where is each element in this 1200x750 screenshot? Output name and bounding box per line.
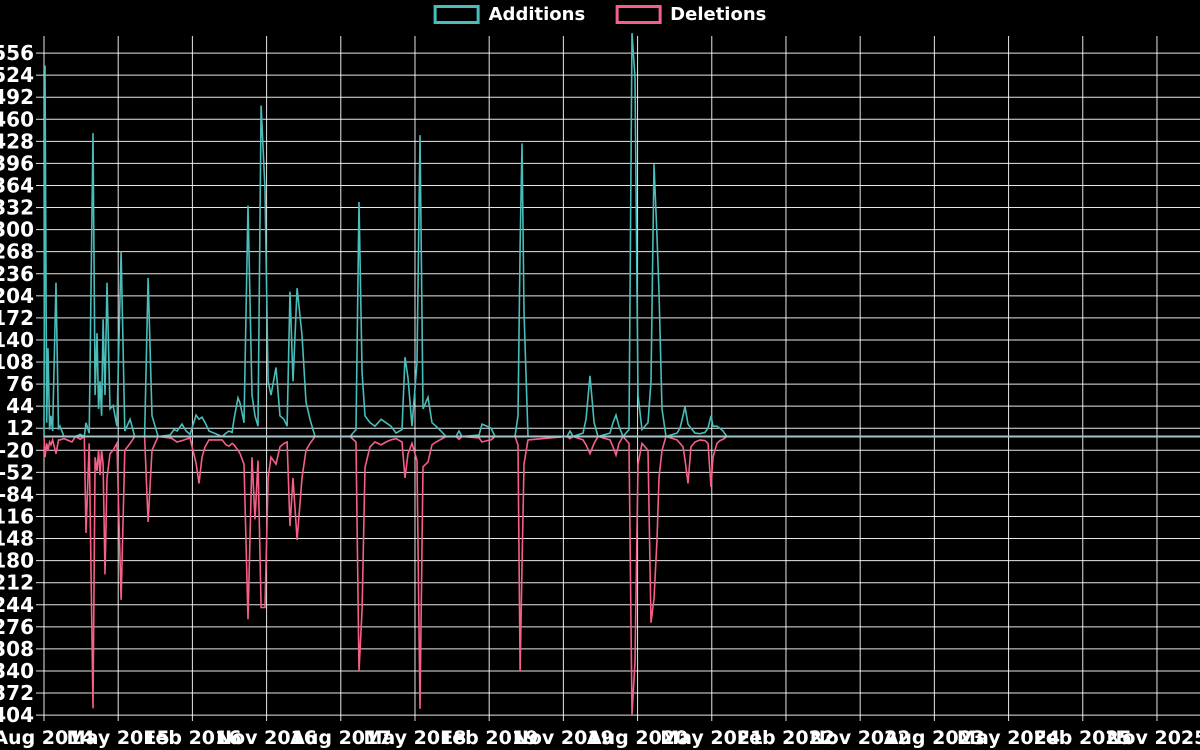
y-axis-label: -276 bbox=[0, 615, 34, 639]
legend-item-additions[interactable]: Additions bbox=[433, 3, 586, 25]
x-axis-label: Feb 2022 bbox=[737, 727, 835, 749]
x-axis-label: Aug 2014 bbox=[0, 727, 95, 749]
additions-line bbox=[43, 33, 1200, 439]
additions-swatch-icon bbox=[433, 5, 480, 24]
y-axis-label: 332 bbox=[0, 196, 34, 220]
legend-label-additions: Additions bbox=[488, 3, 586, 25]
x-axis-label: May 2021 bbox=[660, 727, 763, 749]
y-axis-label: 268 bbox=[0, 240, 34, 264]
y-axis-label: -20 bbox=[0, 438, 34, 462]
y-axis-label: -148 bbox=[0, 527, 34, 551]
deletions-swatch-icon bbox=[615, 5, 662, 24]
y-axis-label: -340 bbox=[0, 659, 34, 683]
y-axis-label: 300 bbox=[0, 218, 34, 242]
y-axis-label: 12 bbox=[6, 416, 34, 440]
legend-item-deletions[interactable]: Deletions bbox=[615, 5, 766, 24]
x-axis-label: Aug 2020 bbox=[587, 727, 688, 749]
y-axis-label: -404 bbox=[0, 703, 34, 727]
y-axis-label: 44 bbox=[6, 394, 34, 418]
y-axis-label: -372 bbox=[0, 681, 34, 705]
y-axis-label: -52 bbox=[0, 460, 34, 484]
x-axis-label: Feb 2019 bbox=[440, 727, 538, 749]
x-axis-label: Aug 2023 bbox=[884, 727, 985, 749]
y-axis-label: 524 bbox=[0, 63, 34, 87]
x-axis-label: May 2015 bbox=[67, 727, 170, 749]
y-axis-label: 556 bbox=[0, 41, 34, 65]
x-axis-label: Nov 2022 bbox=[810, 727, 911, 749]
x-axis-label: Nov 2016 bbox=[216, 727, 317, 749]
y-axis-label: 364 bbox=[0, 173, 34, 197]
y-axis-label: -244 bbox=[0, 593, 34, 617]
x-axis-label: May 2018 bbox=[363, 727, 466, 749]
y-axis-label: 460 bbox=[0, 107, 34, 131]
y-axis-label: -116 bbox=[0, 504, 34, 528]
x-axis-label: Nov 2019 bbox=[513, 727, 614, 749]
y-axis-label: 140 bbox=[0, 328, 34, 352]
legend-label-deletions: Deletions bbox=[670, 3, 767, 25]
chart-legend: Additions Deletions bbox=[433, 3, 766, 25]
y-axis-label: -180 bbox=[0, 549, 34, 573]
y-axis-label: 204 bbox=[0, 284, 34, 308]
y-axis-label: 428 bbox=[0, 129, 34, 153]
x-axis-label: Nov 2025 bbox=[1107, 727, 1200, 749]
y-axis-label: 76 bbox=[6, 372, 34, 396]
x-axis-label: Feb 2016 bbox=[143, 727, 241, 749]
y-axis-label: 236 bbox=[0, 262, 34, 286]
x-axis-label: May 2024 bbox=[957, 727, 1060, 749]
y-axis-label: 396 bbox=[0, 151, 34, 175]
y-axis-label: 492 bbox=[0, 85, 34, 109]
y-axis-label: 172 bbox=[0, 306, 34, 330]
deletions-line bbox=[43, 434, 1200, 715]
y-axis-label: -84 bbox=[0, 482, 34, 506]
x-axis-label: Aug 2017 bbox=[290, 727, 391, 749]
x-axis-label: Feb 2025 bbox=[1034, 727, 1132, 749]
y-axis-label: 108 bbox=[0, 350, 34, 374]
y-axis-label: -212 bbox=[0, 571, 34, 595]
y-axis-label: -308 bbox=[0, 637, 34, 661]
